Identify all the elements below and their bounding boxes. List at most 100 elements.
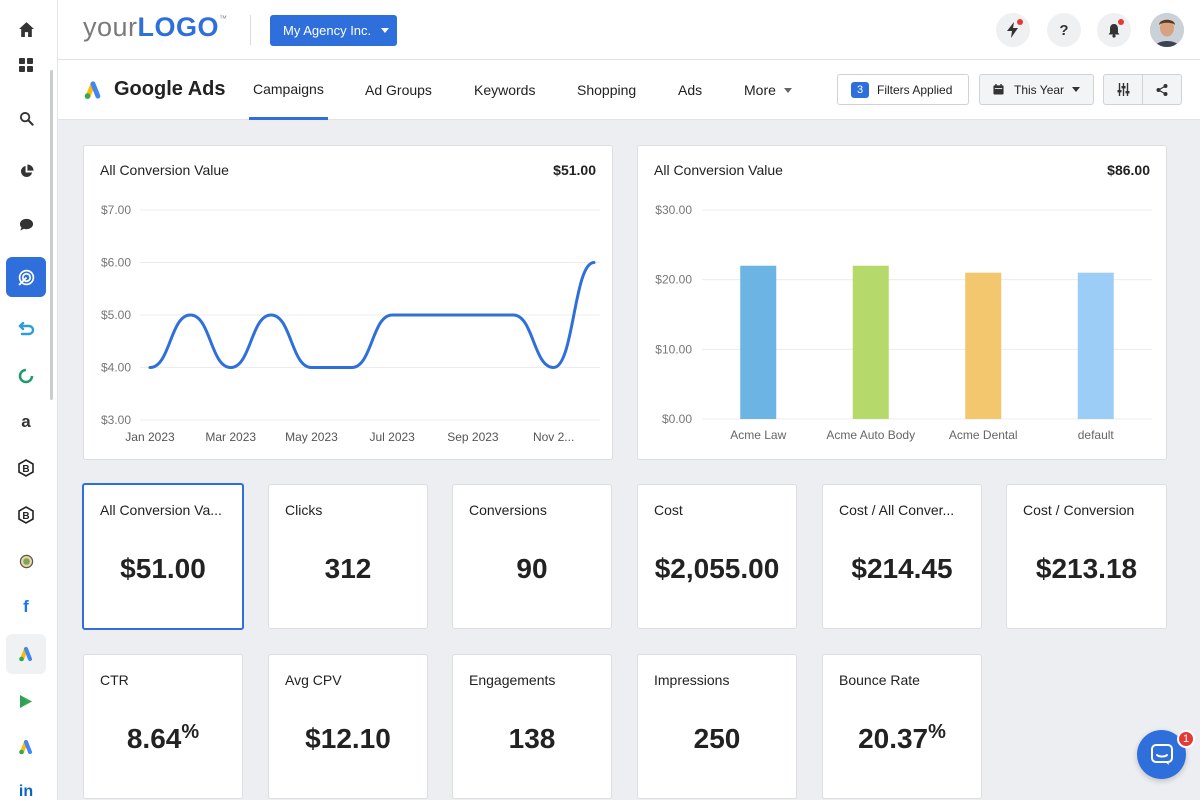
bing-icon-2[interactable]: B [6, 495, 46, 535]
metric-card-conversions[interactable]: Conversions 90 [452, 484, 612, 629]
bar[interactable] [852, 265, 889, 419]
metric-value: 250 [638, 723, 796, 755]
metric-value-text: 250 [693, 723, 741, 754]
y-tick-label: $20.00 [655, 273, 692, 287]
chart-title: All Conversion Value [654, 162, 783, 178]
top-bar: yourLOGO™ My Agency Inc. ? [58, 0, 1200, 60]
tab-more[interactable]: More [744, 60, 792, 120]
metric-value-text: 312 [324, 553, 372, 584]
metric-label: Bounce Rate [839, 672, 920, 688]
facebook-icon[interactable]: f [6, 587, 46, 627]
amazon-icon[interactable]: a [6, 402, 46, 442]
x-tick-label: May 2023 [285, 430, 338, 444]
share-button[interactable] [1142, 75, 1181, 104]
lightning-icon [1007, 22, 1018, 38]
chart-total: $86.00 [1107, 162, 1150, 178]
metric-card-cost-per-all-conversion[interactable]: Cost / All Conver... $214.45 [822, 484, 982, 629]
google-play-icon[interactable] [6, 681, 46, 721]
metric-card-avg-cpv[interactable]: Avg CPV $12.10 [268, 654, 428, 799]
divider [250, 15, 251, 45]
metric-label: CTR [100, 672, 129, 688]
y-tick-label: $3.00 [101, 413, 131, 427]
metric-card-cost-per-conversion[interactable]: Cost / Conversion $213.18 [1006, 484, 1167, 629]
linkedin-glyph: in [18, 783, 34, 800]
chat-icon[interactable] [6, 204, 46, 244]
filters-button[interactable]: 3 Filters Applied [837, 74, 969, 105]
tab-campaigns[interactable]: Campaigns [249, 60, 328, 120]
whats-new-button[interactable] [996, 13, 1030, 47]
metric-label: Avg CPV [285, 672, 342, 688]
metric-label: Conversions [469, 502, 547, 518]
tab-label: Shopping [577, 82, 637, 98]
metric-card-bounce-rate[interactable]: Bounce Rate 20.37% [822, 654, 982, 799]
grid-icon[interactable] [6, 50, 46, 80]
metric-label: Cost [654, 502, 683, 518]
tab-label: More [744, 82, 776, 98]
x-tick-label: Acme Dental [949, 428, 1018, 442]
metric-card-ctr[interactable]: CTR 8.64% [83, 654, 243, 799]
metric-value-text: 8.64 [126, 723, 182, 754]
amazon-glyph: a [21, 412, 31, 431]
date-range-select[interactable]: This Year [979, 74, 1094, 105]
metric-card-all-conversion-value[interactable]: All Conversion Va... $51.00 [82, 483, 244, 630]
search-icon[interactable] [6, 98, 46, 138]
facebook-glyph: f [23, 597, 29, 616]
google-ads-icon-2[interactable] [6, 727, 46, 767]
agency-select[interactable]: My Agency Inc. [270, 15, 397, 46]
tab-label: Ads [678, 82, 703, 98]
metric-value-text: $214.45 [851, 553, 953, 584]
home-icon[interactable] [6, 9, 46, 49]
bar[interactable] [965, 272, 1002, 419]
tab-ad-groups[interactable]: Ad Groups [365, 60, 432, 120]
tab-label: Campaigns [253, 80, 324, 97]
x-tick-label: default [1078, 428, 1115, 442]
tab-keywords[interactable]: Keywords [474, 60, 535, 120]
percent-suffix: % [928, 721, 946, 743]
tab-ads[interactable]: Ads [678, 60, 702, 120]
notifications-button[interactable] [1097, 13, 1131, 47]
chart-total: $51.00 [553, 162, 596, 178]
chevron-down-icon [1072, 87, 1081, 92]
metric-card-impressions[interactable]: Impressions 250 [637, 654, 797, 799]
x-tick-label: Nov 2... [533, 430, 574, 444]
google-ads-icon[interactable] [6, 634, 46, 674]
sidebar: a B B f in [0, 0, 58, 800]
metric-card-cost[interactable]: Cost $2,055.00 [637, 484, 797, 629]
metric-value: $51.00 [84, 553, 242, 585]
pie-chart-icon[interactable] [6, 151, 46, 191]
y-tick-label: $5.00 [101, 308, 131, 322]
x-tick-label: Mar 2023 [205, 430, 256, 444]
settings-sliders-button[interactable] [1104, 75, 1142, 104]
sidebar-scrollbar[interactable] [50, 70, 53, 400]
target-icon[interactable] [6, 257, 46, 297]
series-line[interactable] [148, 261, 596, 370]
refresh-icon[interactable] [6, 309, 46, 349]
notification-dot [1118, 19, 1124, 25]
bing-icon[interactable]: B [6, 448, 46, 488]
chat-unread-badge: 1 [1177, 730, 1195, 748]
tab-label: Ad Groups [365, 82, 432, 98]
x-tick-label: Acme Law [730, 428, 786, 442]
y-tick-label: $10.00 [655, 342, 692, 356]
metric-value-text: 20.37 [858, 723, 929, 754]
metric-value: 8.64% [84, 721, 242, 755]
x-tick-label: Sep 2023 [447, 430, 499, 444]
bar[interactable] [1077, 272, 1114, 419]
linkedin-icon[interactable]: in [6, 772, 46, 800]
help-button[interactable]: ? [1047, 13, 1081, 47]
calendar-icon [993, 84, 1004, 95]
bar[interactable] [740, 265, 777, 419]
tab-shopping[interactable]: Shopping [577, 60, 636, 120]
globe-icon[interactable] [6, 541, 46, 581]
x-tick-label: Jan 2023 [125, 430, 175, 444]
view-actions [1103, 74, 1182, 105]
metric-card-engagements[interactable]: Engagements 138 [452, 654, 612, 799]
metric-value: $213.18 [1007, 553, 1166, 585]
app-logo[interactable]: yourLOGO™ [83, 12, 228, 43]
bell-icon [1108, 23, 1120, 38]
ring-icon[interactable] [6, 356, 46, 396]
metric-card-clicks[interactable]: Clicks 312 [268, 484, 428, 629]
filters-label: Filters Applied [877, 82, 953, 97]
avatar[interactable] [1150, 13, 1184, 47]
metric-value: 20.37% [823, 721, 981, 755]
